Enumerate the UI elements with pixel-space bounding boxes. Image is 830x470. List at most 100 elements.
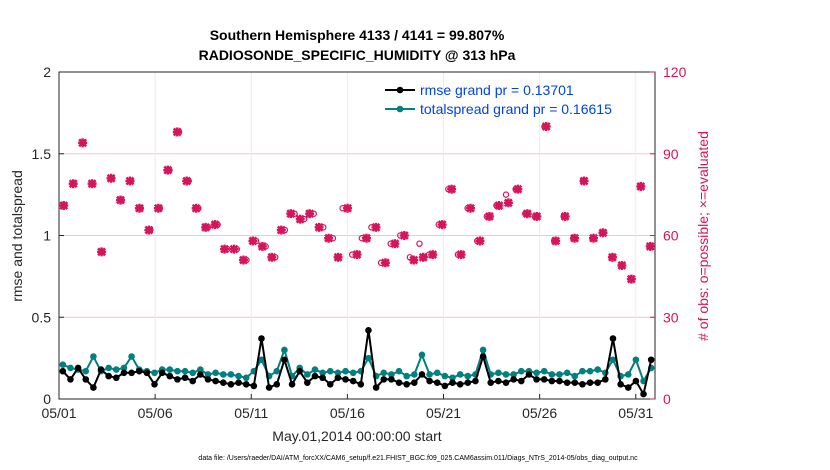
rmse-point [250, 382, 258, 390]
rmse-point [67, 376, 74, 383]
obs-evaluated-point [248, 236, 258, 246]
obs-evaluated-point [437, 220, 447, 230]
totalspread-point [204, 371, 212, 378]
rmse-point [594, 379, 601, 386]
rmse-point [265, 384, 273, 391]
totalspread-point [411, 371, 418, 378]
rmse-point [273, 380, 281, 388]
x-tick-label: 05/26 [522, 405, 557, 421]
obs-evaluated-point [144, 225, 154, 235]
rmse-point [617, 380, 624, 388]
obs-evaluated-point [229, 244, 239, 254]
totalspread-point [281, 346, 288, 354]
obs-evaluated-point [579, 176, 589, 186]
rmse-point [456, 380, 464, 388]
obs-evaluated-point [267, 252, 277, 262]
y-left-tick-label: 0.5 [32, 309, 52, 325]
obs-evaluated-point [456, 250, 466, 260]
obs-evaluated-point [97, 247, 107, 257]
obs-evaluated-point [589, 233, 599, 243]
legend-rmse-marker [396, 86, 404, 94]
totalspread-point [586, 367, 594, 375]
totalspread-point [334, 369, 342, 377]
rmse-point [311, 372, 319, 380]
y-left-tick-label: 2 [43, 64, 51, 80]
obs-evaluated-point [513, 184, 523, 194]
totalspread-point [273, 367, 281, 375]
obs-evaluated-point [541, 122, 551, 131]
rmse-point [388, 376, 395, 383]
rmse-point [288, 380, 296, 388]
rmse-point [120, 369, 128, 377]
totalspread-point [67, 364, 74, 372]
obs-evaluated-point [125, 176, 135, 186]
legend: rmse grand pr = 0.13701 totalspread gran… [385, 82, 612, 117]
totalspread-point [105, 364, 112, 372]
obs-evaluated-point [409, 255, 419, 265]
chart-subtitle: RADIOSONDE_SPECIFIC_HUMIDITY @ 313 hPa [199, 47, 516, 63]
totalspread-point [258, 356, 265, 364]
totalspread-point [418, 351, 426, 359]
rmse-point [533, 376, 540, 383]
obs-evaluated-point [522, 209, 532, 219]
y-left-tick-label: 1 [43, 228, 51, 244]
obs-evaluated-point [645, 241, 655, 251]
totalspread-point [365, 354, 372, 362]
x-tick-label: 05/21 [426, 405, 461, 421]
rmse-point [204, 376, 212, 383]
totalspread-point [235, 372, 242, 380]
obs-evaluated-point [494, 201, 504, 211]
rmse-point [166, 372, 174, 380]
y-axis-left-label: rmse and totalspread [9, 170, 25, 302]
obs-evaluated-point [68, 179, 78, 189]
totalspread-point [433, 369, 441, 377]
obs-evaluated-point [399, 231, 409, 240]
totalspread-point [388, 371, 395, 378]
totalspread-point [395, 367, 403, 375]
obs-evaluated-point [333, 252, 343, 262]
obs-evaluated-point [324, 233, 334, 243]
totalspread-point [632, 356, 640, 364]
totalspread-point [403, 372, 410, 380]
rmse-point [540, 376, 548, 383]
obs-evaluated-point [210, 220, 220, 230]
rmse-point [640, 390, 647, 398]
x-tick-label: 05/11 [234, 405, 268, 421]
rmse-point [242, 380, 250, 388]
obs-evaluated-point [182, 176, 192, 186]
obs-evaluated-point [532, 211, 542, 221]
obs-evaluated-point [607, 252, 617, 262]
totalspread-point [517, 367, 525, 375]
totalspread-point [311, 366, 319, 373]
obs-evaluated-point [361, 233, 371, 243]
rmse-point [319, 374, 326, 382]
obs-evaluated-point [257, 241, 267, 251]
rmse-point [433, 379, 441, 386]
obs-evaluated-point [115, 195, 125, 205]
rmse-point [472, 377, 479, 385]
rmse-point [571, 379, 579, 386]
totalspread-point [563, 369, 571, 377]
y-right-tick-label: 90 [663, 146, 679, 162]
obs-evaluated-point [106, 173, 116, 183]
rmse-point [151, 380, 158, 388]
x-tick-label: 05/16 [330, 405, 365, 421]
totalspread-point [510, 371, 517, 378]
x-axis-label: May.01,2014 00:00:00 start [272, 428, 442, 444]
rmse-point [74, 364, 82, 372]
totalspread-point [197, 366, 204, 373]
totalspread-point [609, 356, 617, 364]
totalspread-point [59, 361, 67, 368]
rmse-point [426, 377, 433, 385]
totalspread-point [479, 346, 487, 354]
rmse-point [59, 367, 67, 375]
obs-evaluated-point [59, 201, 69, 211]
obs-evaluated-point [286, 209, 296, 219]
obs-evaluated-point [238, 255, 248, 265]
rmse-point [502, 379, 510, 386]
rmse-point [579, 380, 586, 388]
obs-evaluated-point [466, 203, 476, 213]
rmse-point [441, 382, 449, 390]
totalspread-point [426, 371, 433, 378]
